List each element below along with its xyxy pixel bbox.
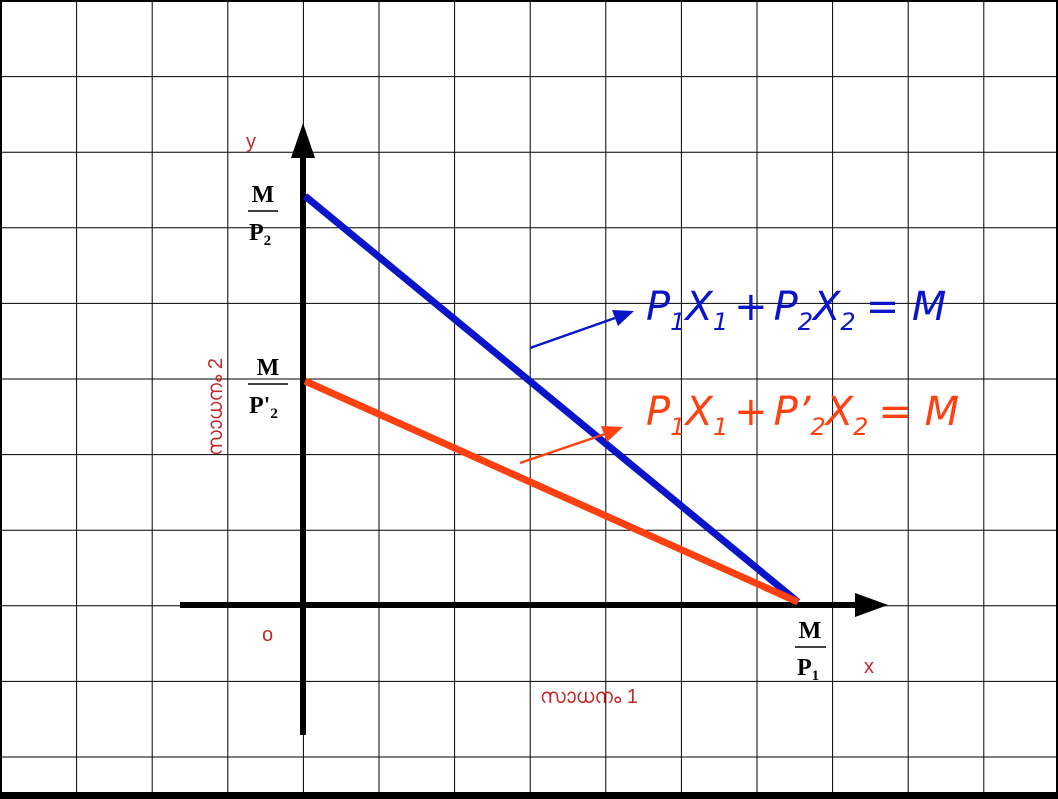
- x-axis-arrowhead: [855, 593, 888, 617]
- y-axis-title: സാധനം 2: [205, 358, 227, 456]
- y-intercept-new: M P'2: [248, 355, 288, 422]
- x-intercept: M P1: [795, 618, 826, 684]
- red-pointer-arrowhead: [601, 426, 623, 442]
- red-pointer-arrow: [519, 432, 606, 465]
- y-axis-label: y: [246, 131, 256, 153]
- blue-pointer-arrowhead: [612, 310, 634, 326]
- y-low-denominator: P'2: [249, 393, 278, 422]
- equation-original: P1X1 + P2X2 = M: [646, 284, 946, 336]
- x-axis-title: സാധനം 1: [540, 686, 638, 708]
- y-low-numerator: M: [257, 355, 280, 381]
- y-high-numerator: M: [252, 182, 275, 208]
- x-axis-label: x: [864, 656, 874, 678]
- x-denominator: P1: [797, 655, 819, 684]
- blue-pointer-arrow: [529, 316, 616, 350]
- y-intercept-original: M P2: [248, 182, 278, 249]
- y-high-denominator: P2: [249, 220, 271, 249]
- equation-new: P1X1 + P’2X2 = M: [646, 389, 959, 441]
- origin-label: o: [262, 624, 273, 646]
- budget-line-original: [302, 193, 801, 605]
- y-axis-arrowhead: [291, 123, 315, 158]
- budget-line-new: [303, 377, 800, 606]
- x-numerator: M: [799, 618, 822, 644]
